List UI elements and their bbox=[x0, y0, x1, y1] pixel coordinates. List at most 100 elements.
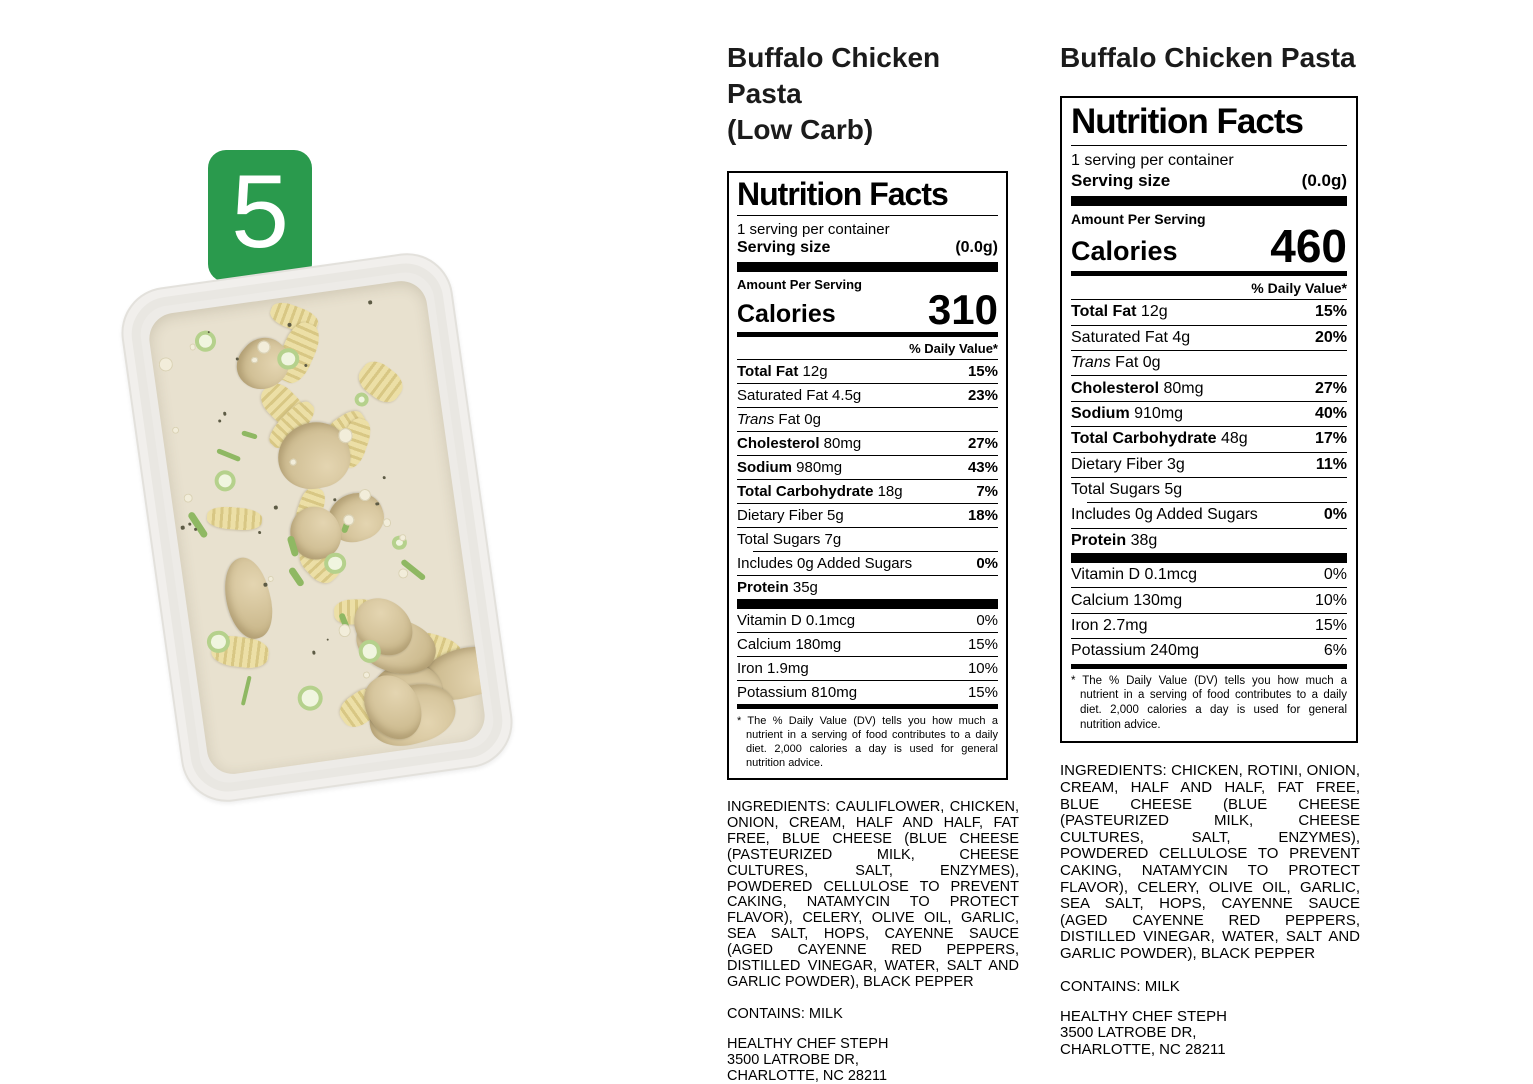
nutrient-row: Total Sugars 7g bbox=[737, 530, 842, 548]
food-bit bbox=[188, 343, 197, 351]
vitamin-row: Iron 1.9mg 10% bbox=[737, 659, 998, 677]
producer-name: HEALTHY CHEF STEPH bbox=[1060, 1007, 1227, 1025]
food-bit bbox=[286, 566, 305, 589]
allergen-statement: CONTAINS: MILK bbox=[1060, 977, 1180, 995]
calories-value: 310 bbox=[927, 286, 998, 334]
row-divider bbox=[1071, 375, 1347, 377]
serving-size-row: Serving size (0.0g) bbox=[737, 239, 998, 257]
vitamin-rows: Vitamin D 0.1mcg 0% Calcium 180mg 15% Iron 1… bbox=[737, 609, 998, 704]
nutrient-row: Protein 38g bbox=[1071, 531, 1158, 549]
product-title: Buffalo Chicken Pasta bbox=[727, 42, 941, 109]
daily-value-header: % Daily Value* bbox=[909, 340, 998, 356]
food-bit bbox=[382, 475, 387, 480]
vitamin-row: Iron 2.7mg 15% bbox=[1071, 616, 1347, 634]
amount-per-serving: Amount Per Serving bbox=[737, 277, 862, 293]
calories-row: Calories 460 bbox=[1071, 224, 1347, 270]
vitamin-row: Vitamin D 0.1mcg 0% bbox=[737, 611, 998, 629]
serving-size-value: (0.0g) bbox=[955, 239, 998, 257]
thick-divider bbox=[1071, 553, 1347, 564]
serving-size-label: Serving size bbox=[737, 239, 831, 257]
food-bit bbox=[354, 391, 370, 408]
food-bit bbox=[217, 419, 222, 424]
food-bit bbox=[362, 671, 371, 679]
row-divider bbox=[737, 406, 998, 408]
nutrient-row: Trans Fat 0g bbox=[1071, 354, 1161, 372]
nutrient-row: Total Sugars 5g bbox=[1071, 481, 1183, 499]
nutrition-facts-label: Nutrition Facts 1 serving per container … bbox=[1060, 96, 1358, 744]
serving-size-label: Serving size bbox=[1071, 171, 1171, 191]
row-divider bbox=[737, 478, 998, 480]
food-bit bbox=[206, 505, 263, 532]
food-bit bbox=[311, 650, 316, 655]
row-divider bbox=[1071, 476, 1347, 478]
nutrition-facts-heading: Nutrition Facts bbox=[737, 176, 949, 212]
servings-per-container: 1 serving per container bbox=[737, 220, 890, 238]
row-divider bbox=[737, 655, 998, 657]
row-divider bbox=[1071, 587, 1347, 589]
row-divider bbox=[737, 631, 998, 633]
food-bit bbox=[333, 498, 337, 501]
thick-divider bbox=[737, 598, 998, 609]
nutrient-row: Protein 35g bbox=[737, 578, 818, 596]
ingredients-text: INGREDIENTS: CAULIFLOWER, CHICKEN, ONION… bbox=[727, 799, 1019, 990]
producer-city: CHARLOTTE, NC 28211 bbox=[727, 1067, 888, 1084]
producer-name: HEALTHY CHEF STEPH bbox=[727, 1035, 889, 1052]
food-bit bbox=[267, 575, 275, 582]
row-divider bbox=[737, 358, 998, 360]
row-divider bbox=[1071, 612, 1347, 614]
allergen-statement: CONTAINS: MILK bbox=[727, 1005, 843, 1022]
serving-size-row: Serving size (0.0g) bbox=[1071, 171, 1347, 191]
thick-divider bbox=[1071, 196, 1347, 207]
food-bit bbox=[212, 468, 237, 493]
row-divider bbox=[737, 526, 998, 528]
item-number: 5 bbox=[231, 154, 289, 270]
panel-low-carb: Buffalo Chicken Pasta (Low Carb) Nutriti… bbox=[727, 40, 1019, 1084]
nutrient-row: Includes 0g Added Sugars 0% bbox=[1071, 506, 1347, 524]
nutrient-row: Cholesterol 80mg 27% bbox=[737, 434, 998, 452]
calories-row: Calories 310 bbox=[737, 286, 998, 334]
amount-per-serving: Amount Per Serving bbox=[1071, 211, 1206, 228]
food-bit bbox=[326, 638, 330, 641]
food-bit bbox=[368, 300, 373, 305]
food-bit bbox=[180, 525, 185, 530]
medium-divider bbox=[1071, 663, 1347, 669]
servings-per-container: 1 serving per container bbox=[1071, 151, 1234, 169]
item-number-badge: 5 bbox=[208, 150, 312, 282]
divider bbox=[1071, 144, 1347, 146]
row-divider bbox=[1071, 426, 1347, 428]
producer-city: CHARLOTTE, NC 28211 bbox=[1060, 1040, 1226, 1058]
medium-divider bbox=[737, 703, 998, 709]
calories-label: Calories bbox=[1071, 236, 1178, 267]
food-bit bbox=[295, 683, 325, 713]
dv-footnote-text: * The % Daily Value (DV) tells you how m… bbox=[1071, 674, 1347, 731]
dv-footnote: * The % Daily Value (DV) tells you how m… bbox=[1071, 669, 1347, 733]
producer-address: HEALTHY CHEF STEPH 3500 LATROBE DR, CHAR… bbox=[1060, 1007, 1360, 1059]
nutrient-row: Includes 0g Added Sugars 0% bbox=[737, 554, 998, 572]
nutrition-facts-heading: Nutrition Facts bbox=[1071, 102, 1304, 141]
row-divider bbox=[737, 502, 998, 504]
food-bit bbox=[287, 322, 292, 328]
row-divider bbox=[1071, 299, 1347, 301]
food-bit bbox=[257, 530, 262, 535]
food-bit bbox=[263, 582, 268, 587]
row-divider bbox=[1071, 451, 1347, 453]
row-divider bbox=[1071, 400, 1347, 402]
meal-tray bbox=[115, 247, 519, 808]
row-divider bbox=[737, 574, 998, 576]
medium-divider bbox=[737, 331, 998, 337]
nutrient-row: Sodium 980mg 43% bbox=[737, 458, 998, 476]
thick-divider bbox=[737, 262, 998, 273]
vitamin-row: Potassium 240mg 6% bbox=[1071, 642, 1347, 660]
row-divider bbox=[1071, 324, 1347, 326]
food-bit bbox=[183, 492, 194, 503]
medium-divider bbox=[1071, 271, 1347, 277]
food-bit bbox=[382, 517, 392, 528]
food-bit bbox=[240, 675, 252, 707]
product-subtitle: (Low Carb) bbox=[727, 114, 874, 145]
nutrient-row: Total Fat 12g 15% bbox=[1071, 303, 1347, 321]
dv-footnote-text: * The % Daily Value (DV) tells you how m… bbox=[737, 714, 998, 769]
food-bit bbox=[193, 329, 217, 354]
food-bit bbox=[397, 567, 409, 580]
row-divider bbox=[1087, 502, 1347, 504]
nutrient-row: Saturated Fat 4.5g 23% bbox=[737, 386, 998, 404]
